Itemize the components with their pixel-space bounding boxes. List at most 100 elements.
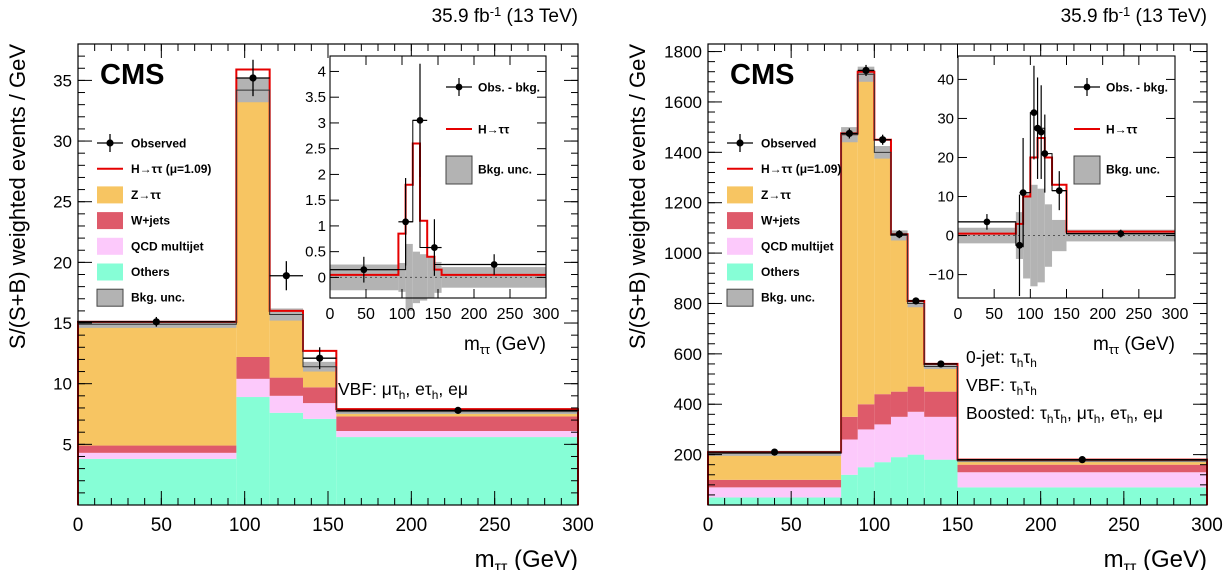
inset-y-tick-label-1: 0 [946, 228, 954, 245]
legend-swatch-others [97, 263, 123, 281]
observed-point-5 [912, 297, 920, 305]
inset-plot: 0 50 100 150 200 250 300 −10 0 10 20 30 40 mττ (GeV) O… [929, 55, 1188, 357]
bar-others-bin-0 [78, 458, 237, 505]
x-tick-label-0: 0 [703, 515, 714, 536]
y-tick-label-0: 5 [63, 435, 72, 454]
category-annotation-2-part: , eμ [1133, 403, 1163, 423]
y-axis-title: S/(S+B) weighted events / GeV [5, 44, 30, 349]
experiment-label: CMS [100, 59, 164, 91]
bar-qcd-bin-4 [890, 416, 908, 458]
y-axis-title: S/(S+B) weighted events / GeV [625, 44, 650, 349]
inset-observed-point-0 [360, 266, 368, 274]
x-tick-label-1: 50 [781, 515, 802, 536]
category-annotation-0-part: τ [1023, 347, 1030, 367]
category-annotation-1-part: h [1017, 384, 1024, 398]
legend-label-2: Z→ττ [761, 188, 792, 202]
x-tick-label-2: 100 [229, 515, 261, 536]
bar-wjets-bin-2 [269, 377, 303, 396]
x-tick-label-2: 100 [858, 515, 890, 536]
bar-wjets-bin-5 [907, 386, 925, 412]
bar-others-bin-5 [907, 454, 925, 505]
bar-wjets-bin-7 [957, 464, 1207, 473]
inset-unc-band-bin-2 [405, 243, 413, 311]
legend-swatch-bkg_unc [96, 288, 124, 307]
inset-x-axis-title: mττ (GeV) [1093, 334, 1175, 357]
inset-x-tick-label-0: 0 [326, 306, 335, 323]
inset-background [958, 56, 1175, 298]
inset-unc-band-bin-4 [1037, 188, 1045, 283]
legend-swatch-wjets [727, 212, 753, 230]
y-tick-label-4: 25 [53, 193, 72, 212]
bar-qcd-bin-3 [874, 424, 891, 463]
y-tick-label-4: 1000 [664, 244, 702, 263]
category-annotation-2-part: h [1060, 412, 1067, 426]
bar-others-bin-7 [957, 487, 1207, 505]
bar-others-bin-1 [841, 474, 858, 505]
legend-observed-marker [736, 139, 744, 147]
inset-observed-point-5 [1037, 128, 1045, 136]
inset-x-tick-label-2: 100 [1017, 306, 1044, 323]
bar-wjets-bin-1 [841, 416, 858, 440]
inset-x-tick-label-2: 100 [389, 306, 416, 323]
category-annotation-0-part: h [1030, 356, 1037, 370]
inset-y-tick-label-4: 2 [318, 166, 326, 183]
y-tick-label-5: 1200 [664, 194, 702, 213]
bar-qcd-bin-5 [907, 411, 925, 455]
bar-qcd-bin-0 [708, 487, 842, 498]
inset-background [330, 56, 546, 298]
observed-point-2 [282, 272, 290, 280]
x-axis-title: mττ (GeV) [1104, 546, 1207, 570]
legend-label-6: Bkg. unc. [761, 291, 815, 305]
category-annotation-0-part: , eτ [405, 379, 431, 399]
inset-legend-label-2: Bkg. unc. [1106, 163, 1160, 177]
bar-ztt-bin-6 [924, 366, 958, 392]
inset-legend-label-2: Bkg. unc. [478, 163, 532, 177]
right-panel: 0 50 100 150 200 250 3002004006008001000120014… [625, 4, 1223, 575]
inset-x-axis-title-xlabel: m [1093, 334, 1109, 355]
x-tick-label-6: 300 [562, 515, 594, 536]
bar-ztt-bin-0 [708, 453, 842, 480]
observed-point-4 [895, 230, 903, 238]
category-annotation-0-part: h [1017, 356, 1024, 370]
bar-wjets-bin-3 [874, 394, 891, 425]
inset-unc-band-bin-4 [420, 254, 428, 301]
legend-label-0: Observed [131, 137, 186, 151]
bar-others-bin-6 [924, 459, 958, 505]
x-axis-title-xlabel_unit: (GeV) [1136, 546, 1207, 570]
x-tick-label-3: 150 [942, 515, 974, 536]
legend-swatch-qcd [727, 237, 753, 255]
y-tick-label-2: 15 [53, 314, 72, 333]
category-annotation-0: VBF: μτh, eτh, eμ [338, 379, 468, 402]
legend-label-2: Z→ττ [131, 188, 162, 202]
observed-point-4 [454, 406, 462, 414]
bar-ztt-bin-3 [303, 366, 337, 388]
inset-observed-point-0 [983, 218, 991, 226]
inset-y-tick-label-1: 0.5 [305, 244, 326, 261]
inset-y-tick-label-5: 40 [937, 71, 954, 88]
category-annotation-2-part: h [1127, 412, 1134, 426]
x-axis-title: mττ (GeV) [475, 546, 578, 570]
inset-y-tick-label-5: 2.5 [305, 141, 326, 158]
inset-y-tick-label-6: 3 [318, 115, 326, 132]
y-tick-label-3: 20 [53, 253, 72, 272]
inset-observed-point-3 [1030, 109, 1038, 116]
inset-x-tick-label-4: 200 [461, 306, 488, 323]
bar-ztt-bin-3 [874, 152, 891, 395]
bar-ztt-bin-2 [857, 74, 875, 405]
inset-x-axis-title-xlabel: m [464, 334, 480, 355]
bar-ztt-bin-2 [269, 314, 303, 378]
inset-unc-band-bin-0 [958, 227, 1016, 244]
inset-x-tick-label-5: 250 [1125, 306, 1152, 323]
inset-y-tick-label-0: 0 [318, 269, 326, 286]
x-tick-label-5: 250 [1108, 515, 1140, 536]
inset-x-tick-label-1: 50 [985, 306, 1003, 323]
inset-x-tick-label-4: 200 [1089, 306, 1116, 323]
bkg-total-line [78, 89, 578, 413]
y-tick-label-6: 35 [53, 71, 72, 90]
legend-label-3: W+jets [131, 214, 170, 228]
category-annotation-1-part: h [1030, 384, 1037, 398]
inset-y-tick-label-3: 1.5 [305, 192, 326, 209]
